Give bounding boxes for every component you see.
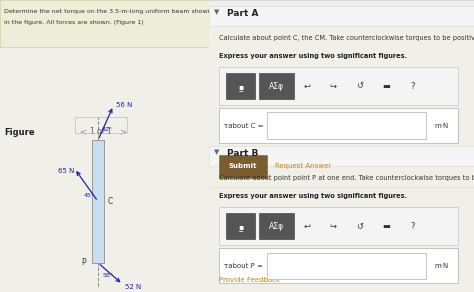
Text: 65 N: 65 N (58, 168, 74, 174)
Text: ?: ? (410, 82, 415, 91)
Text: 52 N: 52 N (125, 284, 141, 290)
Bar (267, 253, 426, 279)
Bar (226, 213, 255, 239)
Text: Provide Feedback: Provide Feedback (219, 277, 280, 283)
Text: ↩: ↩ (303, 82, 310, 91)
Text: Submit: Submit (229, 164, 257, 169)
Bar (219, 67, 458, 105)
Text: ↺: ↺ (356, 222, 364, 231)
Text: AΣφ: AΣφ (269, 82, 284, 91)
Text: AΣφ: AΣφ (269, 222, 284, 231)
Bar (0, 0, 209, 47)
Text: 58°: 58° (102, 273, 113, 278)
Bar (267, 112, 426, 139)
Bar (75, 117, 127, 133)
Text: Calculate about point C, the CM. Take counterclockwise torques to be positive.: Calculate about point C, the CM. Take co… (219, 35, 474, 41)
Text: 56 N: 56 N (116, 102, 132, 109)
Text: ?: ? (410, 222, 415, 231)
Text: m·N: m·N (434, 123, 448, 128)
Text: P: P (82, 258, 86, 267)
Text: ▪̲̲: ▪̲̲ (238, 82, 243, 91)
Text: τabout C =: τabout C = (225, 123, 264, 128)
Text: 1 of 1: 1 of 1 (90, 127, 111, 136)
Bar (92, 140, 104, 263)
Text: Express your answer using two significant figures.: Express your answer using two significan… (219, 53, 407, 59)
Text: ↺: ↺ (356, 82, 364, 91)
Text: ▬: ▬ (383, 82, 391, 91)
Text: Part A: Part A (227, 9, 259, 18)
Bar (209, 146, 474, 166)
Text: 45°: 45° (83, 193, 94, 198)
Text: C: C (108, 197, 113, 206)
Text: m·N: m·N (434, 263, 448, 269)
Text: 32°: 32° (101, 127, 112, 132)
Text: Determine the net torque on the 3.5-m-long uniform beam shown: Determine the net torque on the 3.5-m-lo… (4, 9, 212, 14)
Text: ▼: ▼ (214, 149, 219, 155)
Text: Calculate about point point P at one end. Take counterclockwise torques to be po: Calculate about point point P at one end… (219, 175, 474, 181)
Text: <: < (79, 127, 86, 136)
Bar (226, 73, 255, 99)
Text: >: > (119, 127, 126, 136)
Text: Part B: Part B (227, 149, 258, 158)
Text: ▪̲̲: ▪̲̲ (238, 222, 243, 231)
Text: Figure: Figure (4, 128, 35, 138)
Text: ▼: ▼ (214, 9, 219, 15)
Text: Request Answer: Request Answer (275, 164, 331, 169)
Text: Express your answer using two significant figures.: Express your answer using two significan… (219, 193, 407, 199)
Text: ▬: ▬ (383, 222, 391, 231)
Bar (259, 213, 293, 239)
Bar (219, 207, 458, 245)
Bar (259, 73, 293, 99)
Bar (219, 248, 458, 283)
Bar (209, 6, 474, 26)
Text: ↩: ↩ (303, 222, 310, 231)
Text: ↪: ↪ (330, 82, 337, 91)
Bar (219, 108, 458, 143)
Bar (219, 155, 267, 178)
Text: in the figure. All forces are shown. (Figure 1): in the figure. All forces are shown. (Fi… (4, 20, 144, 25)
Text: τabout P =: τabout P = (225, 263, 264, 269)
Text: ↪: ↪ (330, 222, 337, 231)
